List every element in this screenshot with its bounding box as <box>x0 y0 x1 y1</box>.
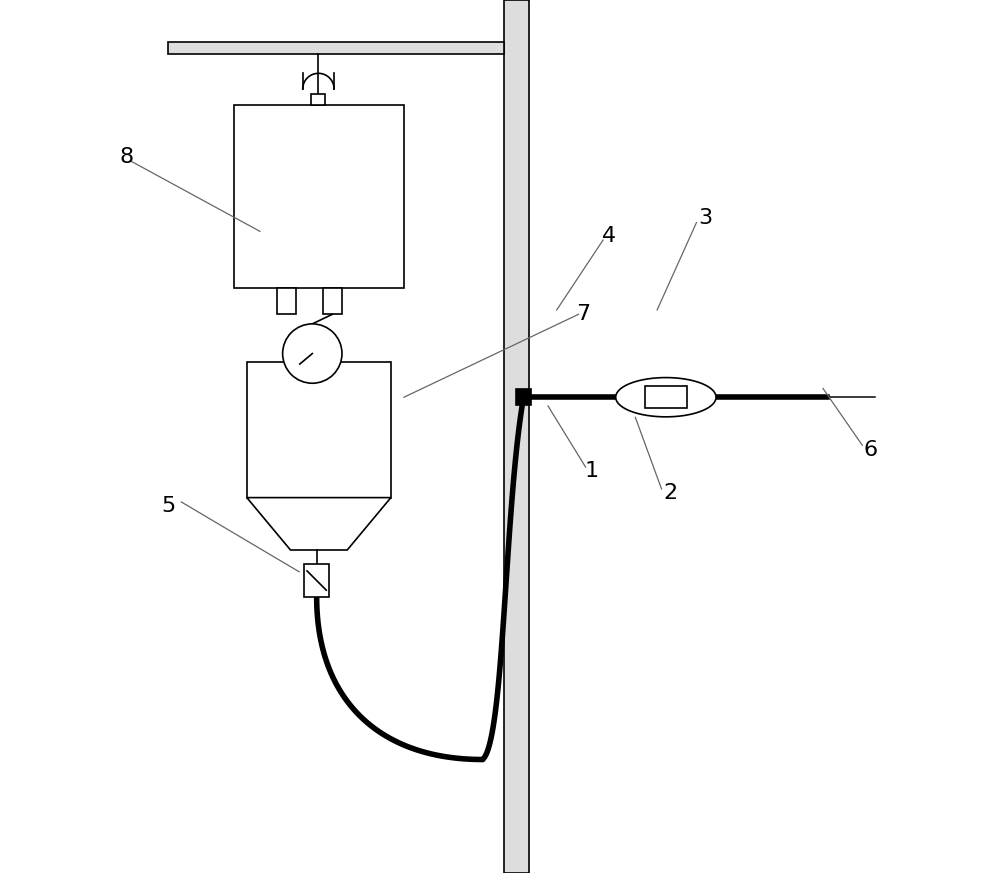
Text: 7: 7 <box>576 305 590 324</box>
Bar <box>323 288 342 314</box>
Bar <box>311 94 325 105</box>
Polygon shape <box>247 498 391 550</box>
Text: 6: 6 <box>864 440 878 459</box>
Bar <box>247 362 391 498</box>
Bar <box>516 389 531 405</box>
Bar <box>304 564 329 597</box>
Bar <box>277 288 296 314</box>
Text: 8: 8 <box>119 148 133 167</box>
Bar <box>234 105 404 288</box>
Text: 4: 4 <box>602 226 616 245</box>
Bar <box>168 42 504 53</box>
Bar <box>504 0 529 873</box>
Text: 3: 3 <box>698 209 712 228</box>
Text: 5: 5 <box>161 497 175 516</box>
Polygon shape <box>616 378 716 416</box>
Bar <box>516 389 531 405</box>
Text: 1: 1 <box>585 462 599 481</box>
Bar <box>645 386 687 408</box>
Text: 2: 2 <box>663 484 677 503</box>
Circle shape <box>283 324 342 383</box>
